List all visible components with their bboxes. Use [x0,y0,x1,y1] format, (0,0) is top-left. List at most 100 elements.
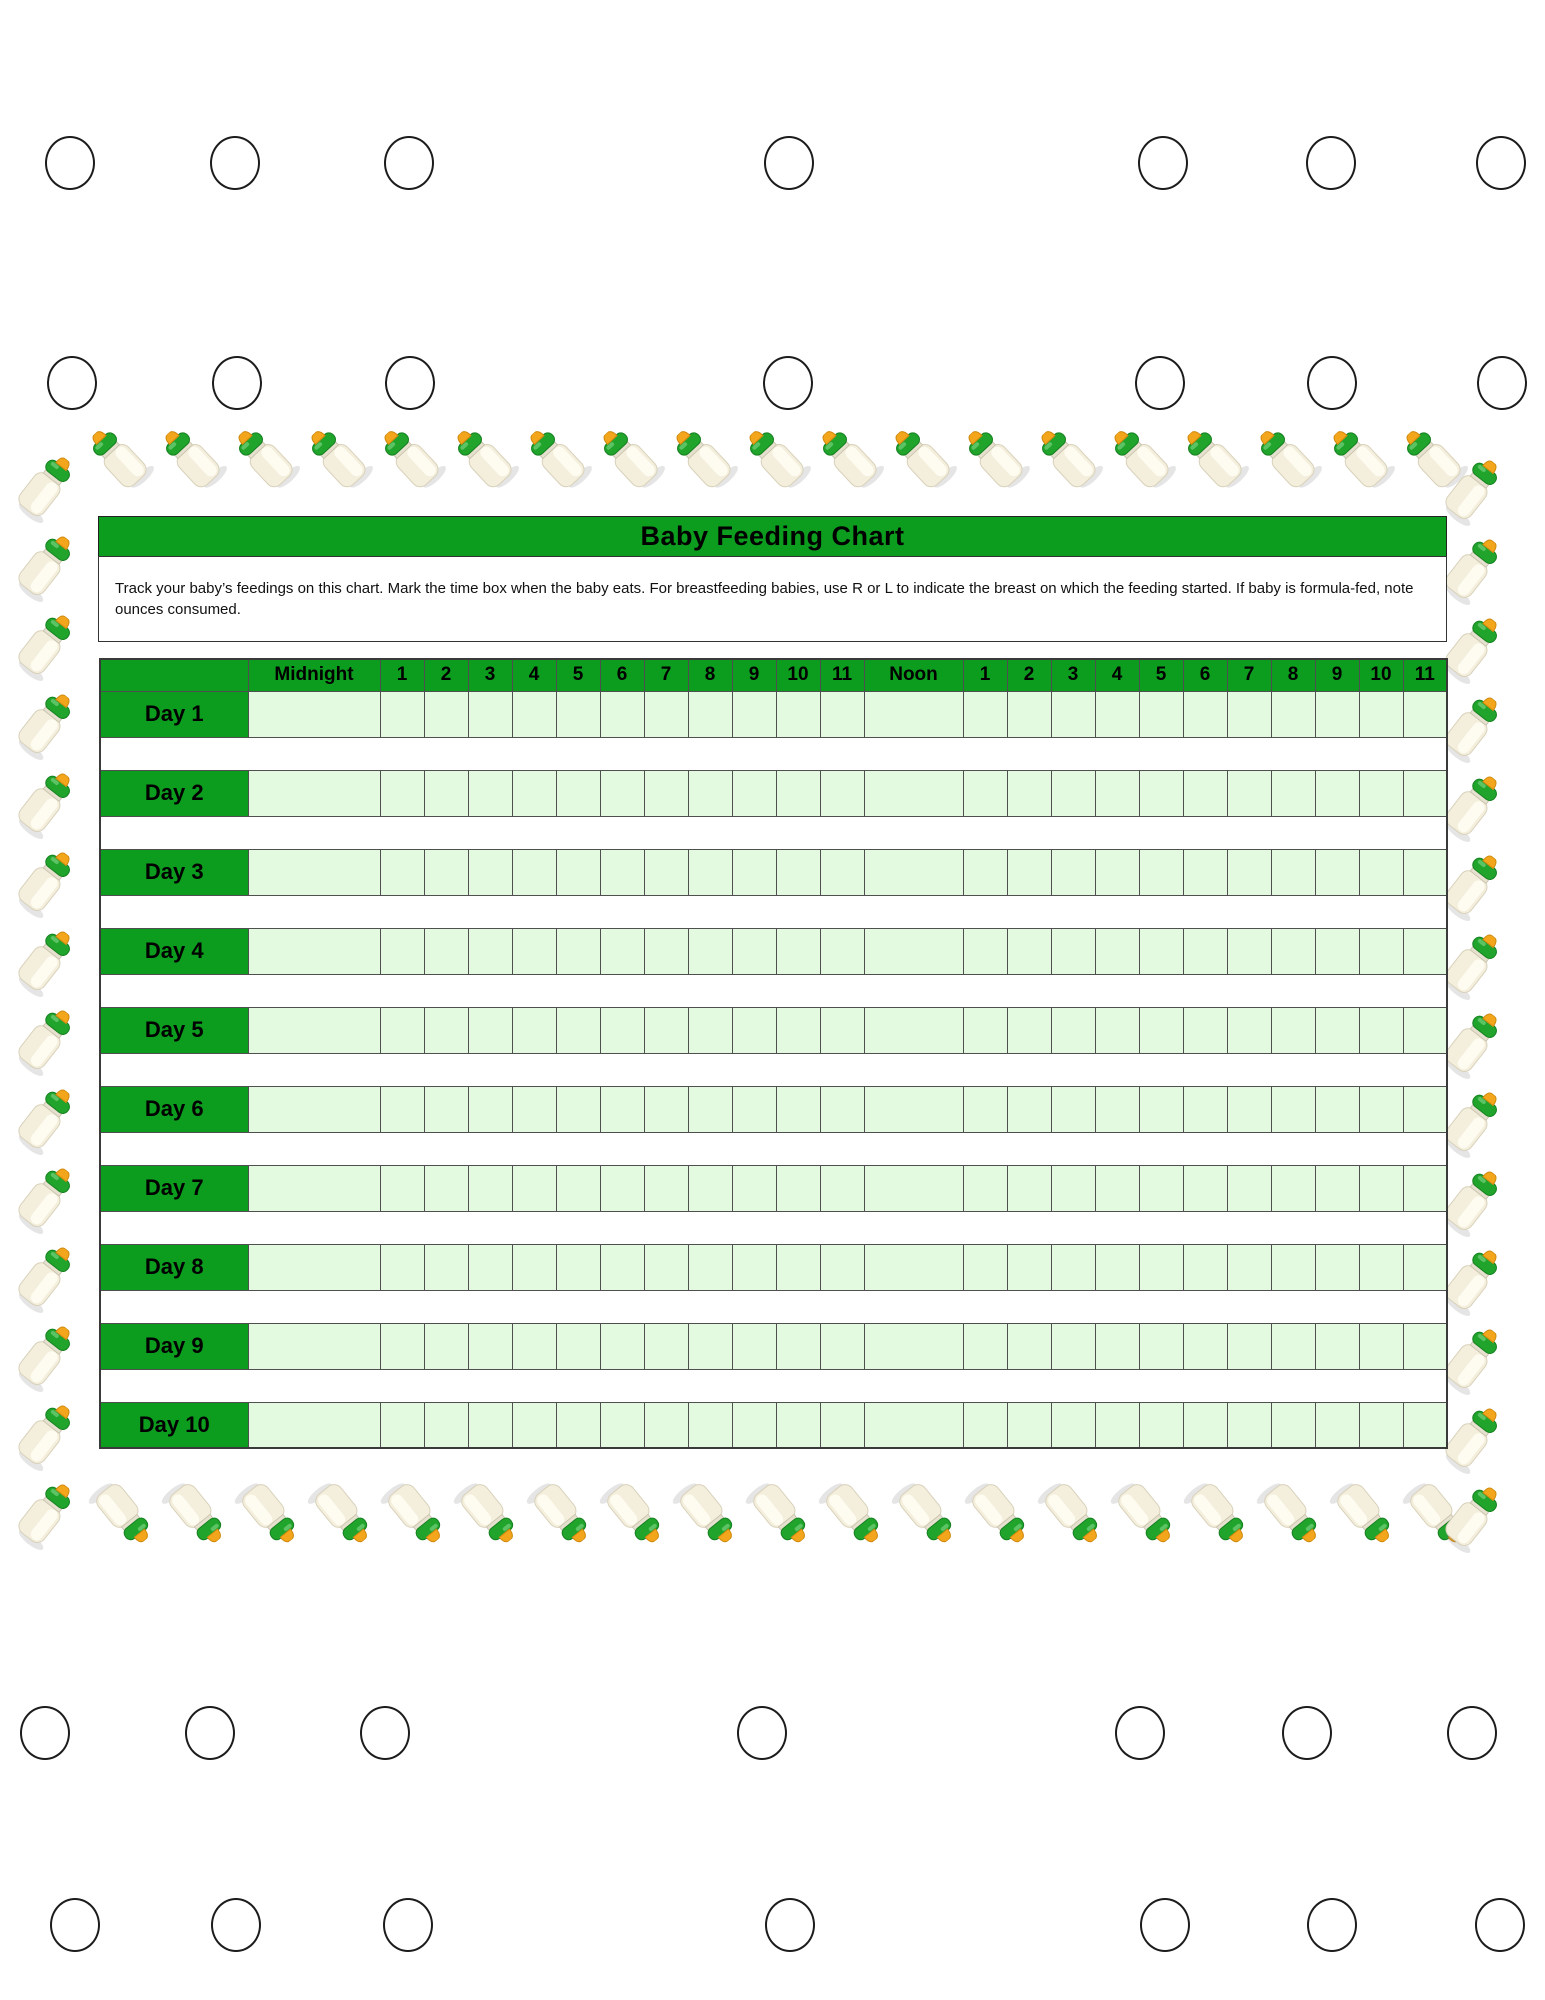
time-cell[interactable] [247,1006,381,1054]
time-cell[interactable] [1006,690,1052,738]
time-cell[interactable] [1402,1243,1448,1291]
time-cell[interactable] [1094,1085,1140,1133]
time-cell[interactable] [247,848,381,896]
time-cell[interactable] [423,1243,469,1291]
time-cell[interactable] [379,1401,425,1449]
time-cell[interactable] [1270,690,1316,738]
time-cell[interactable] [1006,848,1052,896]
time-cell[interactable] [962,1322,1008,1370]
time-cell[interactable] [379,769,425,817]
time-cell[interactable] [1094,1322,1140,1370]
time-cell[interactable] [1358,1006,1404,1054]
time-cell[interactable] [1094,848,1140,896]
time-cell[interactable] [555,848,601,896]
time-cell[interactable] [1050,1401,1096,1449]
time-cell[interactable] [731,1085,777,1133]
time-cell[interactable] [775,1243,821,1291]
time-cell[interactable] [1226,1085,1272,1133]
time-cell[interactable] [863,1322,964,1370]
time-cell[interactable] [1006,1401,1052,1449]
time-cell[interactable] [1138,848,1184,896]
time-cell[interactable] [1402,1164,1448,1212]
time-cell[interactable] [819,1322,865,1370]
time-cell[interactable] [511,1243,557,1291]
time-cell[interactable] [1182,1401,1228,1449]
time-cell[interactable] [1050,1006,1096,1054]
time-cell[interactable] [1006,1164,1052,1212]
time-cell[interactable] [423,927,469,975]
time-cell[interactable] [555,1085,601,1133]
time-cell[interactable] [687,927,733,975]
time-cell[interactable] [1094,1243,1140,1291]
time-cell[interactable] [467,1085,513,1133]
time-cell[interactable] [1094,769,1140,817]
time-cell[interactable] [1358,1164,1404,1212]
time-cell[interactable] [687,1164,733,1212]
time-cell[interactable] [863,927,964,975]
time-cell[interactable] [1402,690,1448,738]
time-cell[interactable] [1314,1322,1360,1370]
time-cell[interactable] [819,927,865,975]
time-cell[interactable] [863,1006,964,1054]
time-cell[interactable] [1094,1164,1140,1212]
time-cell[interactable] [863,690,964,738]
time-cell[interactable] [1226,1243,1272,1291]
time-cell[interactable] [511,1401,557,1449]
time-cell[interactable] [731,1243,777,1291]
time-cell[interactable] [247,1322,381,1370]
time-cell[interactable] [1050,690,1096,738]
time-cell[interactable] [643,1401,689,1449]
time-cell[interactable] [1138,1085,1184,1133]
time-cell[interactable] [1226,1006,1272,1054]
time-cell[interactable] [1050,927,1096,975]
time-cell[interactable] [1182,848,1228,896]
time-cell[interactable] [467,1401,513,1449]
time-cell[interactable] [511,848,557,896]
time-cell[interactable] [962,1006,1008,1054]
time-cell[interactable] [1226,848,1272,896]
time-cell[interactable] [555,690,601,738]
time-cell[interactable] [1138,769,1184,817]
time-cell[interactable] [962,1401,1008,1449]
time-cell[interactable] [555,1322,601,1370]
time-cell[interactable] [687,1085,733,1133]
time-cell[interactable] [1182,1243,1228,1291]
time-cell[interactable] [731,848,777,896]
time-cell[interactable] [379,1243,425,1291]
time-cell[interactable] [1138,1322,1184,1370]
time-cell[interactable] [511,769,557,817]
time-cell[interactable] [423,1006,469,1054]
time-cell[interactable] [511,1322,557,1370]
time-cell[interactable] [1182,1085,1228,1133]
time-cell[interactable] [247,690,381,738]
time-cell[interactable] [687,769,733,817]
time-cell[interactable] [1182,927,1228,975]
time-cell[interactable] [819,1243,865,1291]
time-cell[interactable] [423,848,469,896]
time-cell[interactable] [643,1164,689,1212]
time-cell[interactable] [1270,1243,1316,1291]
time-cell[interactable] [731,690,777,738]
time-cell[interactable] [1314,1164,1360,1212]
time-cell[interactable] [1358,1243,1404,1291]
time-cell[interactable] [775,1085,821,1133]
time-cell[interactable] [1402,769,1448,817]
time-cell[interactable] [1050,1164,1096,1212]
time-cell[interactable] [1006,1243,1052,1291]
time-cell[interactable] [1314,1243,1360,1291]
time-cell[interactable] [1094,1401,1140,1449]
time-cell[interactable] [775,1401,821,1449]
time-cell[interactable] [467,769,513,817]
time-cell[interactable] [643,1322,689,1370]
time-cell[interactable] [511,690,557,738]
time-cell[interactable] [775,1322,821,1370]
time-cell[interactable] [643,1243,689,1291]
time-cell[interactable] [555,1401,601,1449]
time-cell[interactable] [247,1401,381,1449]
time-cell[interactable] [1006,769,1052,817]
time-cell[interactable] [379,1164,425,1212]
time-cell[interactable] [599,927,645,975]
time-cell[interactable] [775,690,821,738]
time-cell[interactable] [731,1401,777,1449]
time-cell[interactable] [247,1164,381,1212]
